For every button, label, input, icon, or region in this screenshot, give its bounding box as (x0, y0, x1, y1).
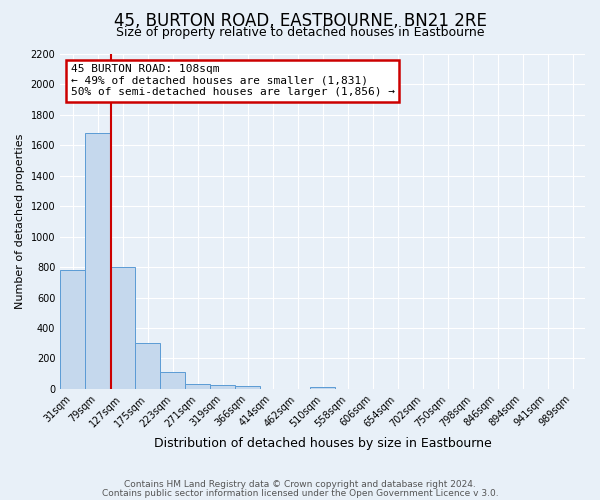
Bar (185, 384, 210, 389)
Text: Contains public sector information licensed under the Open Government Licence v : Contains public sector information licen… (101, 488, 499, 498)
Title: 45, BURTON ROAD, EASTBOURNE, BN21 2RE
Size of property relative to detached hous: 45, BURTON ROAD, EASTBOURNE, BN21 2RE Si… (0, 499, 1, 500)
X-axis label: Distribution of detached houses by size in Eastbourne: Distribution of detached houses by size … (154, 437, 491, 450)
Bar (110, 267, 135, 389)
Text: Contains HM Land Registry data © Crown copyright and database right 2024.: Contains HM Land Registry data © Crown c… (124, 480, 476, 489)
Bar (210, 385, 235, 389)
Text: Size of property relative to detached houses in Eastbourne: Size of property relative to detached ho… (116, 26, 484, 39)
Bar (135, 343, 160, 389)
Bar (160, 372, 185, 389)
Text: 45 BURTON ROAD: 108sqm
← 49% of detached houses are smaller (1,831)
50% of semi-: 45 BURTON ROAD: 108sqm ← 49% of detached… (71, 64, 395, 97)
Text: 45, BURTON ROAD, EASTBOURNE, BN21 2RE: 45, BURTON ROAD, EASTBOURNE, BN21 2RE (113, 12, 487, 30)
Bar (60, 270, 85, 389)
Y-axis label: Number of detached properties: Number of detached properties (15, 134, 25, 309)
Bar (310, 386, 335, 389)
Bar (235, 386, 260, 389)
Bar (85, 133, 110, 389)
